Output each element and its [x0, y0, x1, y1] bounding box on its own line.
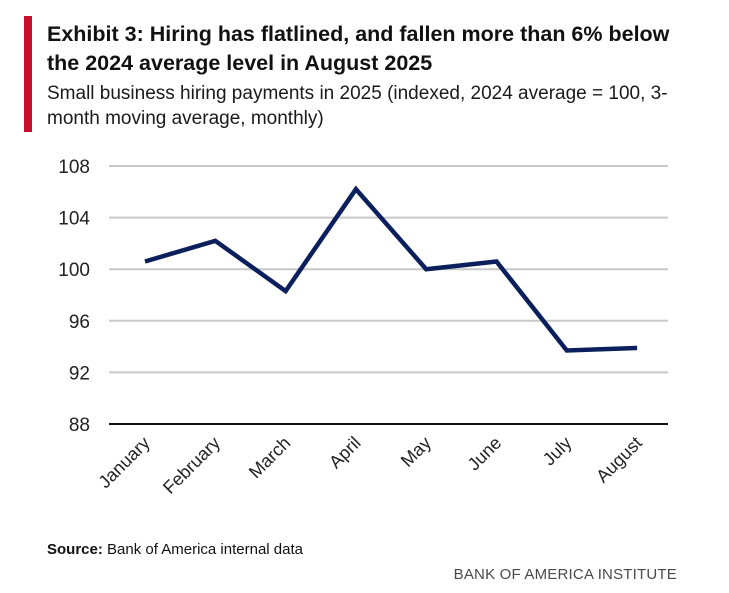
y-tick-label: 104 — [58, 209, 90, 230]
series-layer — [144, 185, 638, 353]
chart-subtitle: Small business hiring payments in 2025 (… — [47, 83, 668, 129]
y-tick-label: 108 — [58, 157, 90, 178]
gridlines — [109, 165, 668, 425]
source-label: Source: — [47, 541, 103, 558]
x-tick-label: August — [592, 433, 646, 487]
source-note: Source: Bank of America internal data — [47, 541, 303, 558]
chart-title: Exhibit 3: Hiring has flatlined, and fal… — [47, 22, 670, 75]
x-axis-ticks: January February March April May June July Augu… — [94, 433, 646, 498]
series-line — [144, 185, 638, 353]
x-tick-label: January — [94, 433, 153, 492]
x-tick-label: June — [464, 433, 506, 475]
x-tick-label: February — [159, 433, 224, 498]
y-tick-label: 88 — [69, 415, 90, 436]
y-tick-label: 100 — [58, 260, 90, 281]
x-tick-label: July — [539, 433, 576, 470]
y-tick-label: 92 — [69, 363, 90, 384]
x-tick-label: April — [325, 433, 365, 473]
brand-logo-text: BANK OF AMERICA INSTITUTE — [453, 566, 677, 583]
y-axis-ticks: 108 104 100 96 92 88 — [58, 157, 90, 436]
x-tick-label: May — [397, 433, 435, 471]
y-tick-label: 96 — [69, 312, 90, 333]
accent-bar — [24, 16, 32, 132]
x-tick-label: March — [245, 433, 295, 483]
source-text: Bank of America internal data — [107, 541, 303, 558]
